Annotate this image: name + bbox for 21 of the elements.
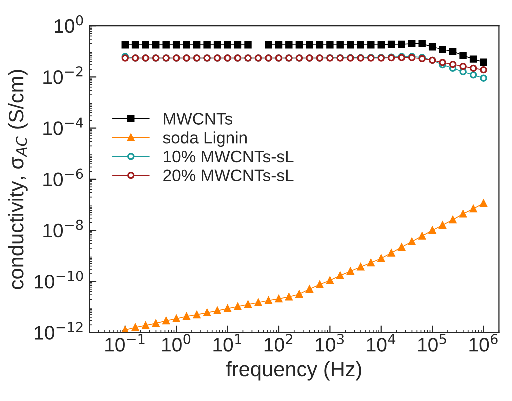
x-axis-title: frequency (Hz) <box>226 361 362 381</box>
legend-label: 20% MWCNTs-sL <box>164 170 294 182</box>
y-tick-label: 10$^{−2}$ <box>44 66 83 84</box>
legend-label: MWCNTs <box>164 113 233 125</box>
x-tick-label: 10$^{−1}$ <box>106 334 145 352</box>
x-tick-label: 10$^{4}$ <box>367 334 396 352</box>
legend-label: 10% MWCNTs-sL <box>164 150 294 163</box>
x-tick-label: 10$^{3}$ <box>316 334 344 352</box>
y-tick-label: 10$^{−12}$ <box>35 322 83 340</box>
y-tick-label: 10$^{−8}$ <box>44 220 84 238</box>
y-tick-label: 10$^{0}$ <box>55 15 84 34</box>
x-tick-label: 10$^{5}$ <box>418 334 446 352</box>
x-tick-label: 10$^{6}$ <box>470 334 498 352</box>
y-tick-label: 10$^{−10}$ <box>35 271 84 289</box>
y-tick-label: 10$^{−4}$ <box>44 118 84 136</box>
x-tick-label: 10$^{1}$ <box>214 334 242 352</box>
legend-label: soda Lignin <box>163 132 247 148</box>
y-axis-title: conductivity, σ$_{AC}$ (S/cm) <box>8 70 28 290</box>
x-tick-label: 10$^{0}$ <box>162 334 191 352</box>
y-tick-label: 10$^{−6}$ <box>44 168 84 187</box>
x-tick-label: 10$^{2}$ <box>264 334 293 352</box>
